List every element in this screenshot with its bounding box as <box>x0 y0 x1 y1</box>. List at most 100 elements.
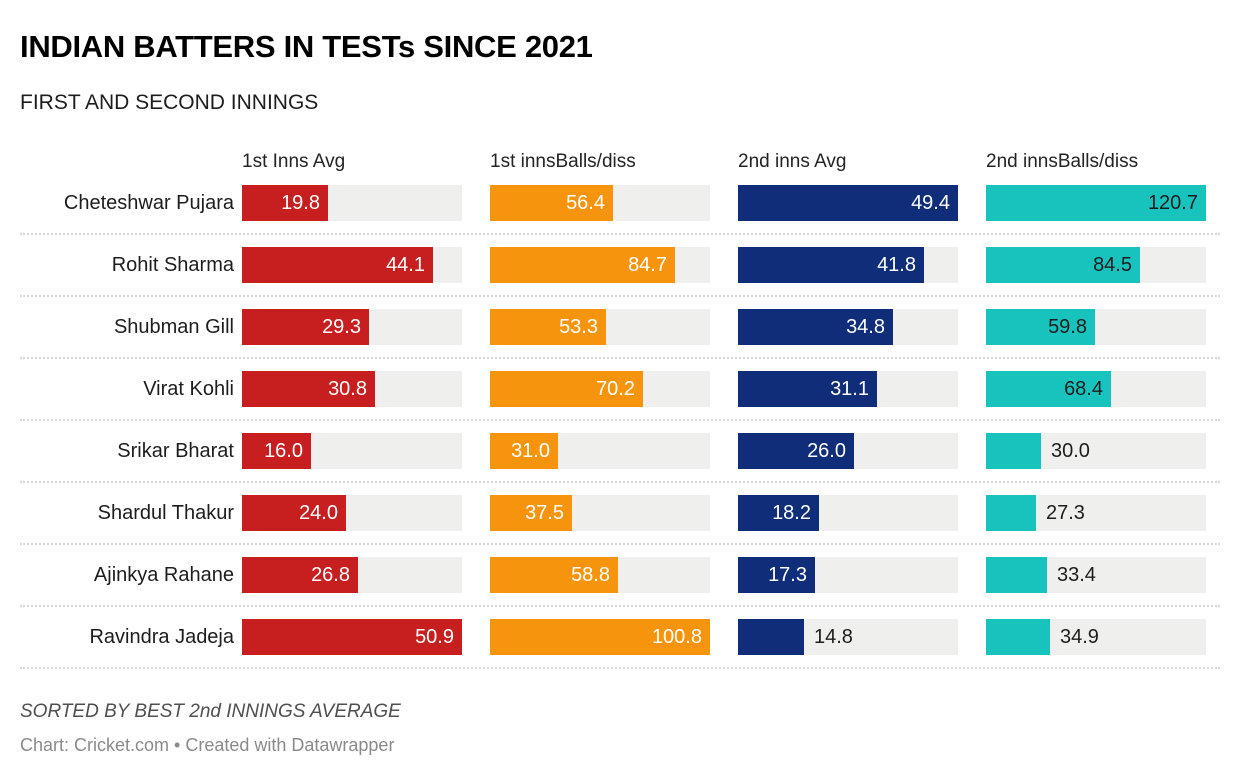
bar-track: 27.3 <box>986 495 1206 532</box>
bar <box>242 247 433 284</box>
player-name: Shubman Gill <box>113 315 234 338</box>
bar-track: 44.1 <box>242 247 462 284</box>
bar <box>490 433 558 470</box>
bar-cell: 50.9 <box>242 619 490 656</box>
bar <box>986 371 1111 408</box>
bar-cell: 100.8 <box>490 619 738 656</box>
bar-value: 19.8 <box>281 192 320 215</box>
bar <box>242 371 375 408</box>
bar-cell: 29.3 <box>242 309 490 346</box>
bar-value: 33.4 <box>1057 564 1096 587</box>
bar-cell: 70.2 <box>490 371 738 408</box>
bar-cell: 49.4 <box>738 185 986 222</box>
bar-cell: 24.0 <box>242 495 490 532</box>
bar-track: 70.2 <box>490 371 710 408</box>
bar <box>490 247 675 284</box>
bar <box>490 185 613 222</box>
bar-cell: 84.7 <box>490 247 738 284</box>
bar <box>986 557 1047 594</box>
bar <box>242 185 328 222</box>
bar <box>490 619 710 656</box>
bar-cell: 26.8 <box>242 557 490 594</box>
bar-track: 84.5 <box>986 247 1206 284</box>
bar-cell: 27.3 <box>986 495 1234 532</box>
player-name: Shardul Thakur <box>97 501 234 524</box>
bar-value: 31.0 <box>511 440 550 463</box>
bar <box>490 495 572 532</box>
bar-cell: 30.0 <box>986 433 1234 470</box>
bar-cell: 34.9 <box>986 619 1234 656</box>
bar-value: 24.0 <box>299 502 338 525</box>
bar-cell: 58.8 <box>490 557 738 594</box>
sort-note: SORTED BY BEST 2nd INNINGS AVERAGE <box>20 701 401 723</box>
bar-track: 18.2 <box>738 495 958 532</box>
bar-cell: 30.8 <box>242 371 490 408</box>
player-name: Cheteshwar Pujara <box>63 191 234 214</box>
bar <box>986 185 1206 222</box>
page-title: INDIAN BATTERS IN TESTs SINCE 2021 <box>20 29 593 64</box>
bar-cell: 31.0 <box>490 433 738 470</box>
bar-track: 29.3 <box>242 309 462 346</box>
bar <box>986 247 1140 284</box>
bar-track: 50.9 <box>242 619 462 656</box>
bar-value: 26.8 <box>311 564 350 587</box>
player-name: Rohit Sharma <box>111 253 234 276</box>
bar-value: 56.4 <box>566 192 605 215</box>
bar-value: 100.8 <box>651 626 702 649</box>
bar-track: 19.8 <box>242 185 462 222</box>
bar-track: 68.4 <box>986 371 1206 408</box>
bar-value: 27.3 <box>1046 502 1085 525</box>
bar <box>986 309 1095 346</box>
bar-track: 84.7 <box>490 247 710 284</box>
bar-cell: 84.5 <box>986 247 1234 284</box>
table-row: Shubman Gill 29.3 53.3 34.8 59.8 <box>20 297 1220 360</box>
bar-value: 29.3 <box>322 316 361 339</box>
bar-cell: 19.8 <box>242 185 490 222</box>
bar-value: 70.2 <box>596 378 635 401</box>
bar-cell: 56.4 <box>490 185 738 222</box>
bar-value: 31.1 <box>830 378 869 401</box>
bar-value: 68.4 <box>1064 378 1103 401</box>
bar <box>242 619 462 656</box>
bar-cell: 59.8 <box>986 309 1234 346</box>
bar-value: 44.1 <box>386 254 425 277</box>
bar-value: 50.9 <box>415 626 454 649</box>
bar-value: 58.8 <box>571 564 610 587</box>
bar-cell: 17.3 <box>738 557 986 594</box>
bar <box>490 371 643 408</box>
column-headers: 1st Inns Avg 1st innsBalls/diss 2nd inns A… <box>20 147 1220 173</box>
bar-cell: 18.2 <box>738 495 986 532</box>
bar-value: 34.8 <box>846 316 885 339</box>
bar-value: 26.0 <box>807 440 846 463</box>
bar-track: 31.0 <box>490 433 710 470</box>
bar <box>738 185 958 222</box>
bar-track: 100.8 <box>490 619 710 656</box>
bar-cell: 31.1 <box>738 371 986 408</box>
player-name: Virat Kohli <box>143 377 234 400</box>
bar-value: 49.4 <box>911 192 950 215</box>
bar <box>242 433 311 470</box>
bar-track: 37.5 <box>490 495 710 532</box>
bar-value: 34.9 <box>1060 626 1099 649</box>
bar-cell: 33.4 <box>986 557 1234 594</box>
bar-track: 58.8 <box>490 557 710 594</box>
table-row: Virat Kohli 30.8 70.2 31.1 68.4 <box>20 359 1220 422</box>
bar-value: 53.3 <box>559 316 598 339</box>
bar-cell: 120.7 <box>986 185 1234 222</box>
bar-value: 59.8 <box>1048 316 1087 339</box>
table-row: Srikar Bharat 16.0 31.0 26.0 30.0 <box>20 421 1220 484</box>
table-row: Rohit Sharma 44.1 84.7 41.8 84.5 <box>20 235 1220 298</box>
table-row: Cheteshwar Pujara 19.8 56.4 49.4 120.7 <box>20 173 1220 236</box>
chart-subtitle: FIRST AND SECOND INNINGS <box>20 91 319 115</box>
bar-track: 26.8 <box>242 557 462 594</box>
bar-track: 120.7 <box>986 185 1206 222</box>
chart-body: Cheteshwar Pujara 19.8 56.4 49.4 120.7 Rohit … <box>20 173 1220 670</box>
bar-cell: 14.8 <box>738 619 986 656</box>
bar-cell: 44.1 <box>242 247 490 284</box>
bar-track: 33.4 <box>986 557 1206 594</box>
bar <box>986 619 1050 656</box>
bar-cell: 41.8 <box>738 247 986 284</box>
bar-track: 41.8 <box>738 247 958 284</box>
bar-track: 34.9 <box>986 619 1206 656</box>
